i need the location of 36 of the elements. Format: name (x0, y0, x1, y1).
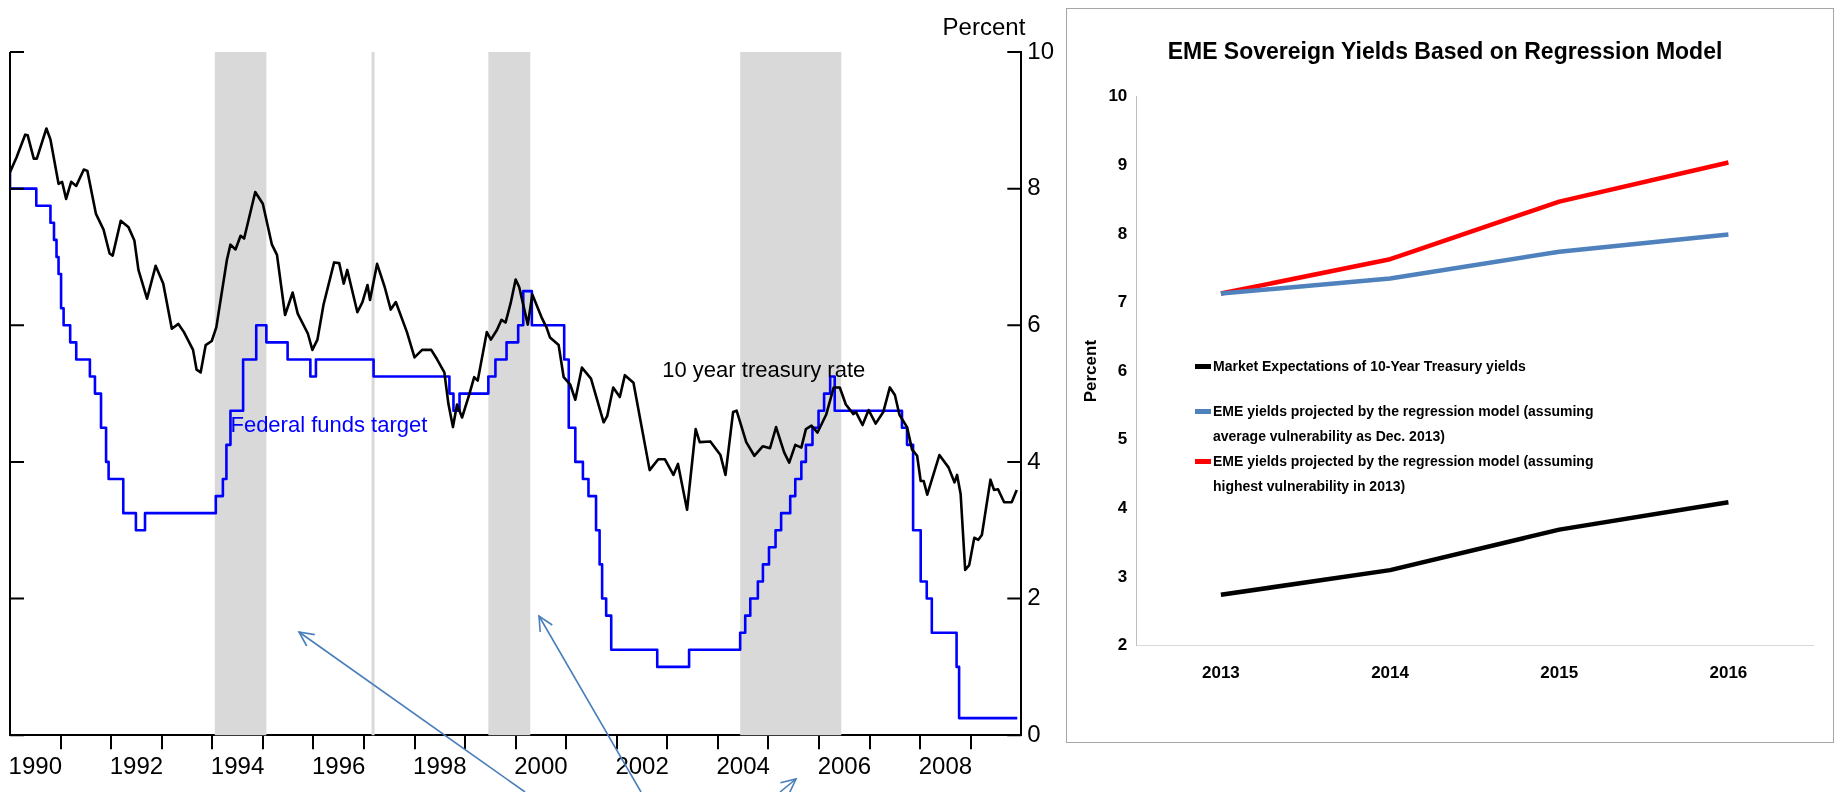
y2-axis-title: Percent (942, 12, 1026, 40)
x-tick-label: 2013 (1201, 663, 1240, 683)
y-tick-label: 8 (1117, 223, 1128, 243)
series-label: 10 year treasury rate (662, 357, 866, 383)
legend-label: EME yields projected by the regression model (assuming highest vulnerability in 2013) (1213, 452, 1595, 496)
chart-title: EME Sovereign Yields Based on Regression Model (1167, 38, 1723, 65)
x-tick-label: 2015 (1540, 663, 1579, 683)
y-tick-label: 2 (1117, 635, 1128, 655)
y-tick-label: 3 (1117, 566, 1128, 586)
y2-tick-label: 0 (1027, 719, 1041, 747)
x-tick-label: 2008 (918, 752, 973, 780)
y-tick-label: 4 (1117, 498, 1128, 518)
y-axis-title: Percent (1080, 339, 1100, 403)
x-tick-label: 2006 (817, 752, 872, 780)
y2-tick-label: 4 (1027, 446, 1041, 474)
legend-label: EME yields projected by the regression model (assuming average vulnerability as Dec. 2013) (1213, 402, 1595, 446)
x-tick-label: 2016 (1709, 663, 1748, 683)
x-tick-label: 2014 (1371, 663, 1410, 683)
x-tick-label: 2000 (514, 752, 568, 780)
x-tick-label: 2004 (716, 752, 770, 780)
y-tick-label: 7 (1117, 292, 1128, 312)
y2-tick-label: 8 (1027, 173, 1041, 201)
y2-tick-label: 10 (1027, 36, 1055, 64)
x-tick-label: 1996 (311, 752, 366, 780)
legend-label: Market Expectations of 10-Year Treasury yields (1213, 357, 1526, 376)
y2-tick-label: 2 (1027, 583, 1041, 611)
y-tick-label: 10 (1108, 86, 1128, 106)
y-tick-label: 9 (1117, 154, 1128, 174)
y-tick-label: 6 (1117, 360, 1128, 380)
x-tick-label: 1994 (210, 752, 265, 780)
y-tick-label: 5 (1117, 429, 1128, 449)
y2-tick-label: 6 (1027, 309, 1041, 337)
x-tick-label: 1998 (413, 752, 467, 780)
x-tick-label: 1990 (8, 752, 62, 780)
x-tick-label: 1992 (109, 752, 164, 780)
series-label: Federal funds target (230, 412, 428, 438)
